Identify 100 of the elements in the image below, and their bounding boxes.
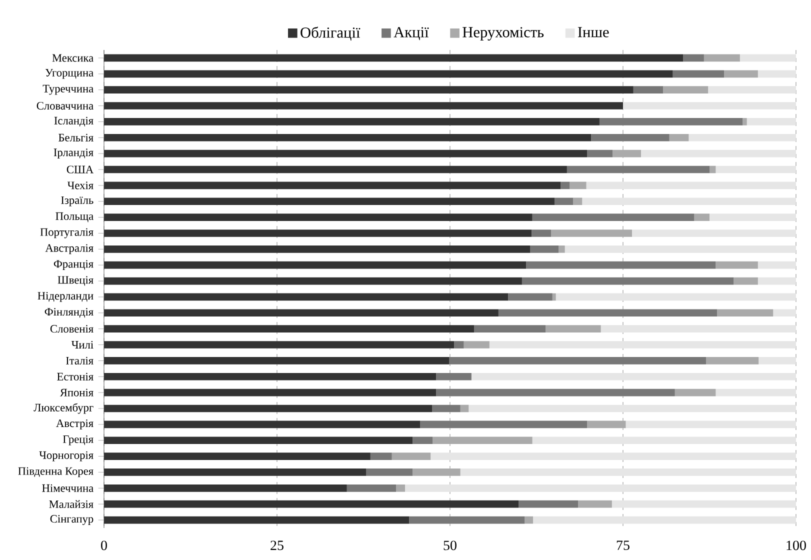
bar [104,372,436,380]
bar [104,86,634,94]
bar [674,388,716,396]
bar [432,404,460,412]
bar [104,182,561,190]
bar [740,54,796,62]
bar [532,230,552,237]
bar [104,54,684,62]
bar [474,325,546,332]
bar [412,468,460,476]
bar [612,150,641,158]
bar [366,468,413,476]
bar [508,293,552,301]
legend-label: Акції [394,27,429,40]
bar [587,150,613,158]
y-tick-label: Японія [60,388,94,396]
bar [104,150,588,158]
bar [717,309,774,317]
bar [104,293,508,301]
bar [420,420,588,428]
bar [533,516,796,524]
bar [104,404,432,412]
bar [464,341,490,348]
bar [734,277,758,285]
bar [694,214,710,221]
bar [412,436,433,444]
bar [556,293,796,301]
bar [591,134,670,142]
bar [489,341,796,348]
bar [409,516,525,524]
bar [552,293,556,301]
bar [104,166,567,174]
bar [518,500,578,508]
y-tick-label: Туреччина [42,84,94,95]
bar [773,309,796,317]
bar [716,261,758,269]
bar [551,230,632,237]
x-tick-label: 100 [786,540,806,550]
bar [709,214,796,221]
bar [688,134,796,142]
bar [554,198,574,206]
bar [104,277,522,285]
bar [708,86,796,94]
bar [104,102,623,110]
bar [522,277,734,285]
legend-label: Інше [578,27,609,38]
y-tick-label: Південна Корея [18,467,94,478]
bar [104,309,498,317]
bar [530,245,559,253]
bar [104,468,366,476]
legend-label: Облігації [300,26,360,41]
y-tick-label: Франція [54,260,94,270]
y-tick-label: Швеція [58,276,94,286]
y-tick-label: Чехія [67,182,94,190]
bar [612,500,796,508]
bar [104,388,436,396]
bar [405,484,796,492]
bar [706,357,759,364]
bar [104,198,554,206]
bar [460,468,796,476]
bar [430,452,796,460]
bar [454,341,464,348]
bar [524,516,534,524]
x-tick-label: 50 [444,540,456,550]
y-tick-label: Португалія [40,228,94,238]
y-tick-label: Німеччина [42,484,94,492]
y-tick-label: Ізраїль [61,196,94,206]
bar [370,452,392,460]
bar [716,388,796,396]
y-tick-label: Нідерланди [38,292,94,302]
bar [558,245,565,253]
bar [758,70,796,78]
bar [587,420,626,428]
y-tick-label: Фінляндія [44,308,94,318]
x-tick-label: 25 [270,540,284,550]
bar [532,214,694,221]
bar [566,166,710,174]
y-tick-label: Ісландія [54,116,94,127]
bar [582,198,796,206]
bar [716,166,796,174]
bar [104,484,347,492]
bar [570,182,586,190]
bar [104,230,532,237]
bar [704,54,740,62]
bar [672,70,724,78]
bar [633,86,664,94]
y-tick-label: Люксембург [34,403,94,414]
bar [758,277,796,285]
bar [104,261,526,269]
bar [622,102,796,110]
bar [104,500,519,508]
y-tick-label: Естонія [57,372,94,380]
y-tick-label: Італія [66,356,94,364]
bar [104,516,410,524]
bar [709,166,716,174]
bar [640,150,796,158]
bar [758,357,796,364]
legend-label: Нерухомість [462,27,544,41]
y-tick-label: Чорногорія [39,451,94,462]
y-tick-label: Угорщина [45,68,94,79]
